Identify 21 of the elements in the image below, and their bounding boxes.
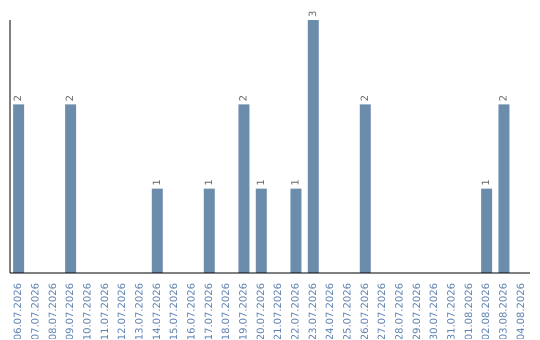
- x-tick-label: 12.07.2026: [117, 283, 128, 340]
- x-tick-label: 18.07.2026: [221, 283, 232, 340]
- data-label: 2: [65, 94, 76, 102]
- data-label: 2: [360, 94, 371, 102]
- x-tick-label: 15.07.2026: [169, 283, 180, 340]
- x-tick-label: 16.07.2026: [186, 283, 198, 340]
- data-label: 2: [498, 94, 510, 102]
- x-tick-label: 10.07.2026: [82, 283, 94, 340]
- x-tick-label: 14.07.2026: [152, 283, 163, 340]
- x-tick-label: 19.07.2026: [238, 283, 250, 340]
- x-tick-label: 13.07.2026: [134, 283, 146, 340]
- data-label: 1: [204, 179, 215, 186]
- data-label: 1: [256, 179, 267, 186]
- data-label: 1: [152, 179, 163, 186]
- x-tick-label: 11.07.2026: [100, 283, 111, 340]
- data-label: 1: [290, 179, 302, 186]
- data-label: 1: [481, 179, 492, 186]
- data-label: 3: [308, 10, 319, 17]
- x-tick-label: 17.07.2026: [204, 283, 215, 340]
- data-label: 2: [238, 94, 250, 102]
- data-label: 2: [13, 94, 24, 102]
